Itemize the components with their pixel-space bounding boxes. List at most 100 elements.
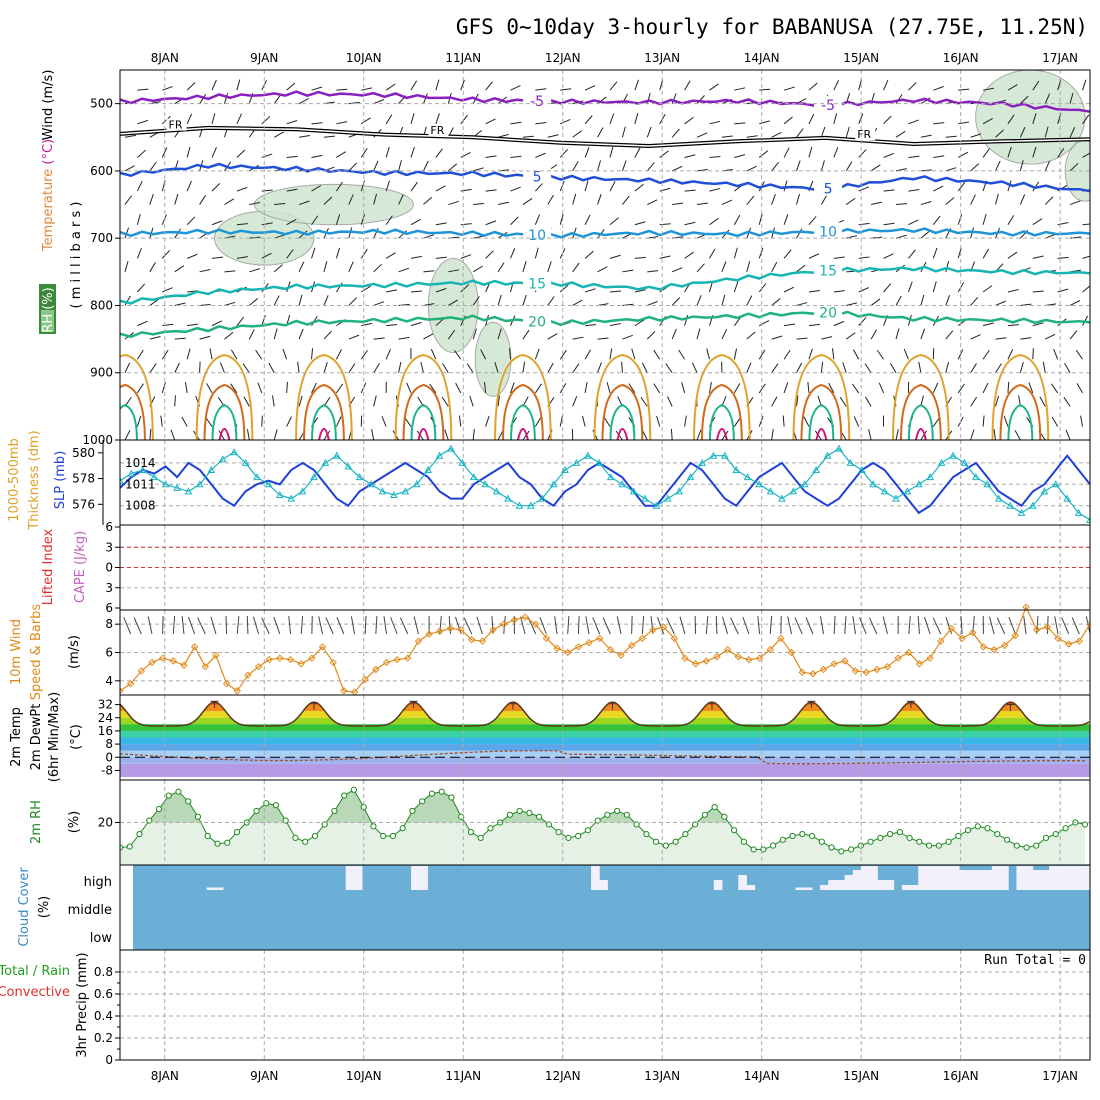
y-tick-label: 3	[105, 581, 113, 595]
wind-barb	[491, 616, 494, 635]
wind-barb	[1007, 84, 1018, 91]
wind-barb	[350, 616, 355, 635]
wind10m-plot	[120, 603, 1090, 696]
data-point	[468, 636, 476, 644]
wind-barb	[559, 148, 568, 158]
data-point	[618, 480, 626, 488]
wind-barb	[460, 151, 471, 158]
data-point	[627, 641, 636, 650]
wind-barb	[383, 616, 387, 635]
high-cloud-bar	[885, 880, 895, 890]
wind-barb	[311, 247, 316, 259]
high-cloud-bar	[746, 885, 756, 890]
high-cloud-bar	[877, 880, 887, 890]
wind-barb	[172, 616, 176, 635]
wind-barb	[653, 349, 661, 360]
data-point	[847, 846, 855, 853]
data-point	[633, 821, 640, 828]
wind-barb	[534, 182, 544, 192]
data-point	[538, 494, 547, 502]
wind-barb	[460, 79, 465, 91]
wind-barb	[871, 201, 882, 206]
wind-barb	[554, 616, 558, 635]
wind-barb	[186, 180, 192, 192]
data-point	[798, 668, 806, 677]
wind-barb	[1045, 333, 1056, 340]
wind-barb	[480, 349, 487, 360]
freezing-label-bg	[166, 118, 187, 131]
wind-barb	[261, 116, 271, 125]
boundary-layer-contour	[999, 383, 1042, 441]
wind-barb	[485, 189, 497, 192]
data-point	[720, 451, 729, 459]
wind-barb	[323, 135, 335, 138]
wind-barb	[1032, 348, 1034, 360]
data-point	[409, 807, 416, 815]
data-point	[265, 655, 273, 664]
wind-barb	[448, 299, 459, 306]
wind-barb	[903, 348, 909, 360]
wind-barb	[721, 328, 728, 340]
x-tick-label-top: 14JAN	[744, 51, 780, 65]
data-point	[663, 494, 672, 502]
wind-barb	[174, 265, 185, 273]
wind-barb	[423, 303, 435, 306]
wind-barb	[243, 396, 250, 407]
data-point	[212, 651, 220, 660]
wind-barb	[646, 330, 656, 340]
wind-barb	[373, 363, 380, 373]
boundary-layer-contour	[808, 403, 835, 441]
wind-barb	[1061, 617, 1070, 635]
wind-barb	[273, 328, 278, 340]
wind-barb	[484, 381, 487, 393]
data-point	[329, 658, 337, 667]
high-cloud-bar	[411, 865, 420, 890]
wind-barb	[547, 333, 558, 340]
wind-barb	[734, 122, 746, 125]
wind-barb	[205, 417, 213, 427]
data-point	[565, 834, 572, 842]
data-point	[138, 465, 147, 473]
freezing-level-label: FR	[857, 128, 871, 141]
wind-barb	[957, 383, 965, 394]
wind-barb	[641, 429, 648, 441]
wind-barb	[1071, 617, 1080, 635]
dewpoint-line	[120, 750, 1086, 765]
wind-barb	[982, 349, 990, 360]
data-point	[838, 848, 845, 855]
boundary-layer-contour	[494, 353, 552, 441]
wind-barb	[184, 381, 188, 393]
wind-barb	[398, 267, 410, 273]
rh2m-axis-label: 2m RH	[29, 800, 44, 844]
high-cloud-bar	[1032, 870, 1042, 890]
wind-barb	[864, 363, 872, 374]
wind-barb	[1064, 362, 1071, 373]
wind-barb	[783, 249, 792, 259]
wind-barb	[136, 247, 142, 259]
high-cloud-bar	[950, 865, 960, 890]
wind-barb	[803, 416, 810, 427]
wind-barb	[671, 328, 677, 340]
data-point	[778, 494, 786, 502]
wind-barb	[1032, 290, 1044, 293]
data-point	[572, 458, 581, 466]
wind-barb	[1082, 114, 1090, 125]
wind-barb	[136, 213, 141, 225]
wind-barb	[853, 349, 860, 360]
data-point	[175, 788, 182, 795]
boundary-layer-contour	[715, 428, 728, 441]
cloud-plot	[133, 865, 1090, 950]
high-cloud-bar	[345, 865, 355, 890]
wind-barb	[609, 146, 614, 158]
high-cloud-bar	[1024, 865, 1034, 890]
wind-barb	[274, 202, 286, 206]
wind-barb	[1053, 348, 1059, 360]
wind-barb	[211, 183, 221, 192]
wind-barb	[733, 348, 738, 360]
x-tick-label-bottom: 9JAN	[250, 1069, 278, 1083]
wind-barb	[497, 201, 509, 206]
wind-barb	[820, 194, 828, 205]
wind-barb	[634, 113, 639, 124]
wind-barb	[162, 323, 174, 327]
wind-barb	[286, 416, 292, 427]
